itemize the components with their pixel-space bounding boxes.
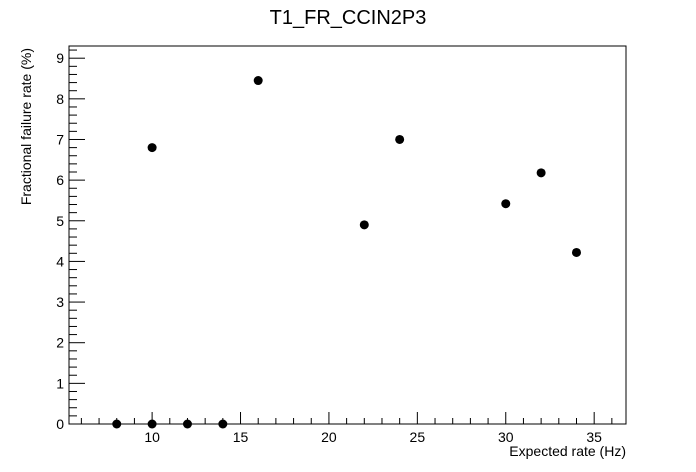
data-point <box>536 168 546 178</box>
y-tick-label: 7 <box>56 131 64 147</box>
plot-frame <box>68 45 627 425</box>
chart-title: T1_FR_CCIN2P3 <box>270 7 427 29</box>
x-tick-label: 30 <box>498 429 514 445</box>
y-tick-label: 6 <box>56 172 64 188</box>
data-point <box>501 199 511 209</box>
data-points <box>112 76 581 429</box>
data-point <box>359 220 369 230</box>
y-tick-label: 0 <box>56 416 64 432</box>
data-point <box>218 419 228 429</box>
data-point <box>147 419 157 429</box>
data-point <box>147 143 157 153</box>
axis-ticks <box>69 49 613 425</box>
y-tick-label: 4 <box>56 253 64 269</box>
y-tick-label: 2 <box>56 335 64 351</box>
data-point <box>112 419 122 429</box>
data-point <box>571 247 581 257</box>
data-point <box>253 76 263 86</box>
data-point <box>395 134 405 144</box>
x-tick-label: 15 <box>233 429 249 445</box>
y-axis-title: Fractional failure rate (%) <box>18 48 34 205</box>
y-tick-label: 9 <box>56 50 64 66</box>
x-tick-label: 25 <box>410 429 426 445</box>
y-tick-label: 8 <box>56 91 64 107</box>
y-tick-label: 1 <box>56 375 64 391</box>
data-point <box>182 419 192 429</box>
x-tick-label: 35 <box>586 429 602 445</box>
y-tick-label: 3 <box>56 294 64 310</box>
tick-labels: 0 1 2 3 4 5 6 7 8 9 10 15 20 25 30 35 <box>56 50 602 445</box>
x-tick-label: 20 <box>321 429 337 445</box>
x-axis-title: Expected rate (Hz) <box>509 443 626 459</box>
x-tick-label: 10 <box>144 429 160 445</box>
y-tick-label: 5 <box>56 213 64 229</box>
